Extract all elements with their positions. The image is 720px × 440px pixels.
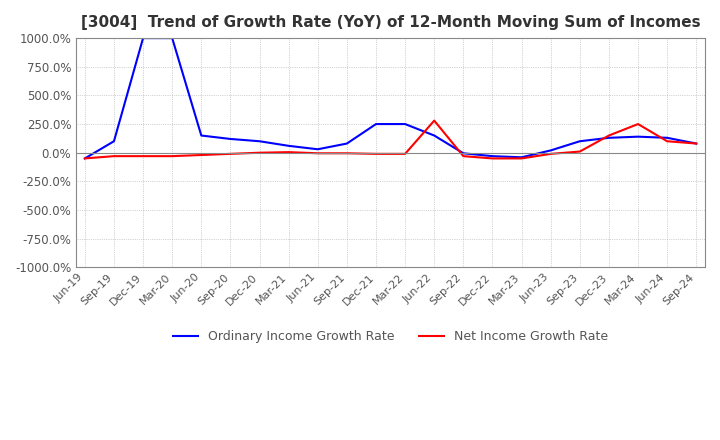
- Line: Net Income Growth Rate: Net Income Growth Rate: [85, 121, 696, 158]
- Net Income Growth Rate: [226, 151, 235, 157]
- Net Income Growth Rate: [81, 156, 89, 161]
- Ordinary Income Growth Rate: [81, 156, 89, 161]
- Ordinary Income Growth Rate: [575, 139, 584, 144]
- Net Income Growth Rate: [284, 150, 293, 155]
- Ordinary Income Growth Rate: [168, 36, 176, 41]
- Ordinary Income Growth Rate: [517, 154, 526, 160]
- Net Income Growth Rate: [139, 154, 148, 159]
- Net Income Growth Rate: [692, 141, 701, 146]
- Ordinary Income Growth Rate: [605, 135, 613, 140]
- Net Income Growth Rate: [109, 154, 118, 159]
- Ordinary Income Growth Rate: [284, 143, 293, 148]
- Ordinary Income Growth Rate: [459, 150, 468, 156]
- Net Income Growth Rate: [430, 118, 438, 123]
- Ordinary Income Growth Rate: [139, 36, 148, 41]
- Ordinary Income Growth Rate: [401, 121, 410, 127]
- Title: [3004]  Trend of Growth Rate (YoY) of 12-Month Moving Sum of Incomes: [3004] Trend of Growth Rate (YoY) of 12-…: [81, 15, 701, 30]
- Ordinary Income Growth Rate: [546, 148, 555, 153]
- Ordinary Income Growth Rate: [663, 135, 672, 140]
- Ordinary Income Growth Rate: [109, 139, 118, 144]
- Net Income Growth Rate: [663, 139, 672, 144]
- Net Income Growth Rate: [605, 133, 613, 138]
- Net Income Growth Rate: [313, 150, 322, 156]
- Ordinary Income Growth Rate: [430, 133, 438, 138]
- Net Income Growth Rate: [488, 156, 497, 161]
- Net Income Growth Rate: [343, 150, 351, 156]
- Ordinary Income Growth Rate: [313, 147, 322, 152]
- Net Income Growth Rate: [634, 121, 642, 127]
- Line: Ordinary Income Growth Rate: Ordinary Income Growth Rate: [85, 38, 696, 158]
- Net Income Growth Rate: [255, 150, 264, 155]
- Net Income Growth Rate: [575, 149, 584, 154]
- Ordinary Income Growth Rate: [488, 154, 497, 159]
- Net Income Growth Rate: [459, 154, 468, 159]
- Net Income Growth Rate: [372, 151, 380, 157]
- Legend: Ordinary Income Growth Rate, Net Income Growth Rate: Ordinary Income Growth Rate, Net Income …: [168, 325, 613, 348]
- Ordinary Income Growth Rate: [692, 141, 701, 146]
- Net Income Growth Rate: [168, 154, 176, 159]
- Ordinary Income Growth Rate: [343, 141, 351, 146]
- Ordinary Income Growth Rate: [255, 139, 264, 144]
- Ordinary Income Growth Rate: [634, 134, 642, 139]
- Net Income Growth Rate: [401, 151, 410, 157]
- Net Income Growth Rate: [517, 156, 526, 161]
- Ordinary Income Growth Rate: [197, 133, 206, 138]
- Net Income Growth Rate: [546, 151, 555, 157]
- Net Income Growth Rate: [197, 152, 206, 158]
- Ordinary Income Growth Rate: [226, 136, 235, 142]
- Ordinary Income Growth Rate: [372, 121, 380, 127]
